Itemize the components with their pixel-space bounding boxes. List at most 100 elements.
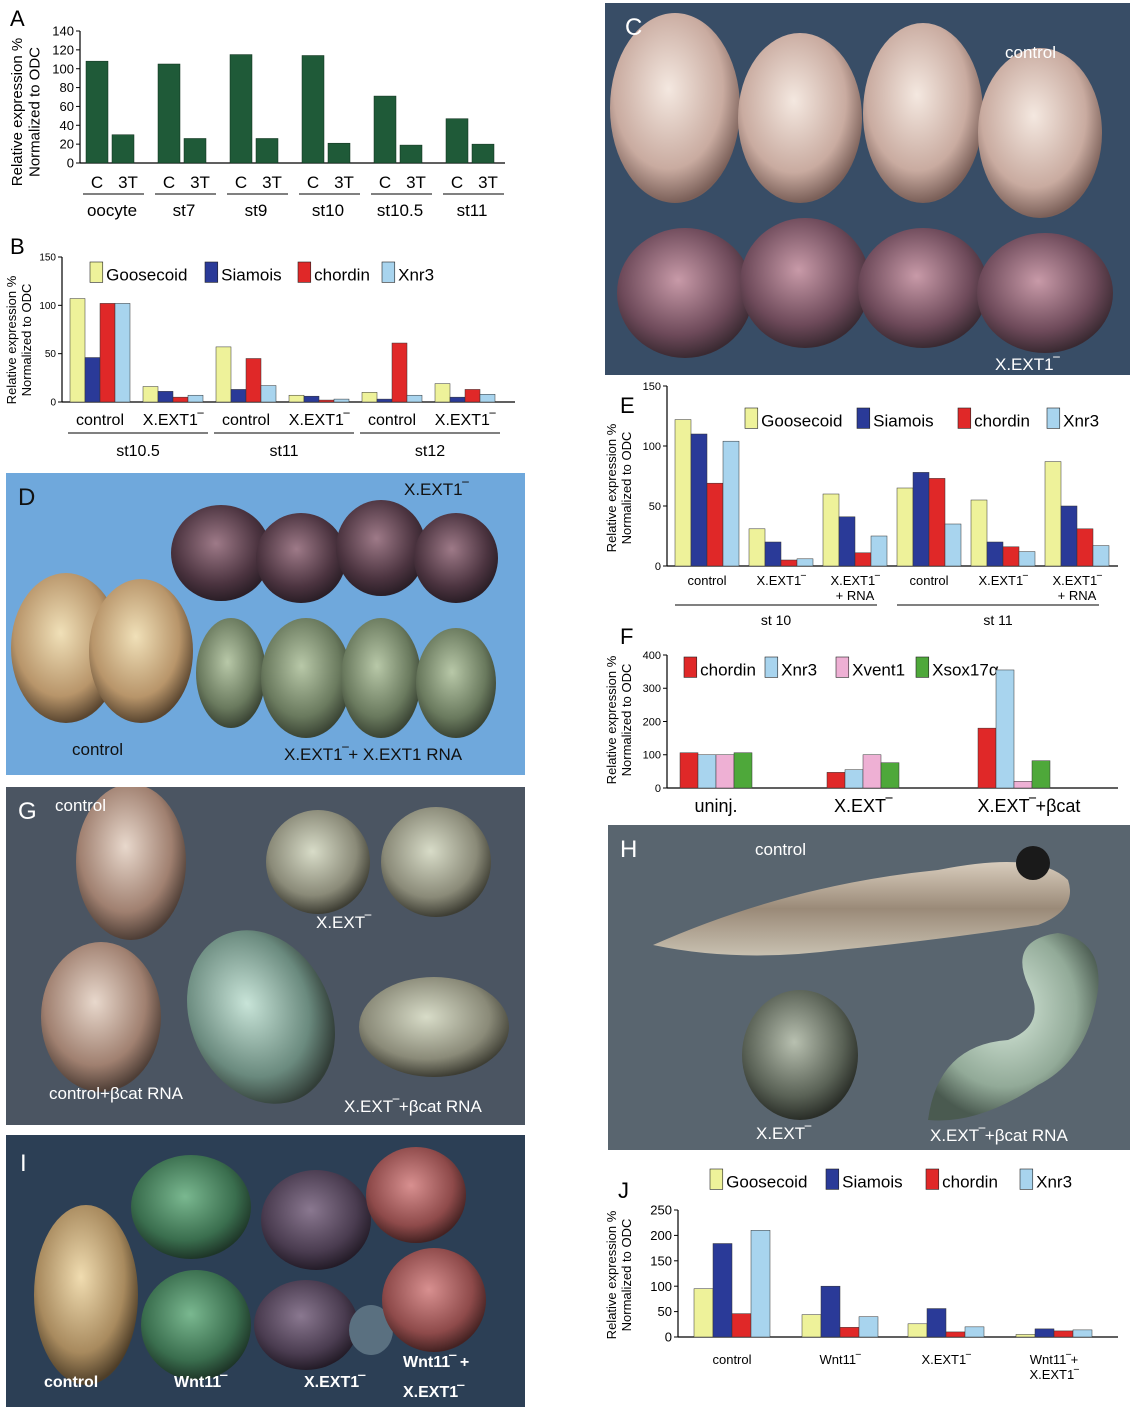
- photo-g: G control X.EXT‾ control+βcat RNA X.EXT‾…: [6, 787, 525, 1125]
- panel-letter: E: [620, 393, 635, 418]
- y-tick-label: 0: [655, 783, 661, 795]
- bar: [318, 399, 335, 403]
- y-tick-label: 100: [52, 61, 74, 76]
- photo-label: X.EXT1‾: [403, 1383, 465, 1401]
- panel-letter: A: [10, 6, 25, 31]
- bar-label: C: [235, 173, 247, 192]
- legend-label: Goosecoid: [106, 266, 187, 285]
- stage-label: st12: [415, 443, 445, 460]
- photo-label: control: [55, 796, 106, 815]
- bar: [464, 389, 481, 403]
- bar-label: 3T: [262, 173, 282, 192]
- y-tick-label: 0: [665, 1330, 672, 1345]
- photo-label: control: [44, 1374, 98, 1391]
- bar: [896, 487, 914, 567]
- legend-label: chordin: [942, 1173, 998, 1192]
- bar: [445, 118, 469, 164]
- bar: [399, 144, 423, 164]
- y-axis-label-line: Normalized to ODC: [619, 664, 634, 777]
- bar: [964, 1326, 985, 1338]
- y-tick-label: 200: [643, 716, 661, 728]
- photo-label: Wnt11‾ +: [403, 1353, 469, 1371]
- y-axis-label-line: Relative expression %: [604, 655, 619, 784]
- bar: [697, 754, 717, 789]
- bar: [715, 754, 735, 789]
- bar: [748, 528, 766, 567]
- category-label: X.EXT1‾: [830, 573, 880, 588]
- photo-label: control+βcat RNA: [49, 1084, 184, 1103]
- bar: [1053, 1330, 1074, 1338]
- bar: [114, 303, 131, 403]
- group-label: oocyte: [87, 201, 137, 220]
- category-label: Wnt11‾+: [1030, 1352, 1079, 1367]
- legend-swatch: [925, 1168, 940, 1190]
- y-axis-label: Relative expression %Normalized to ODC: [9, 38, 43, 186]
- bar: [690, 433, 708, 567]
- category-label: Wnt11‾: [820, 1352, 862, 1367]
- bar: [471, 143, 495, 164]
- bar: [303, 395, 320, 403]
- legend-label: Xnr3: [1063, 412, 1099, 431]
- y-tick-label: 100: [650, 1279, 672, 1294]
- bar: [912, 472, 930, 567]
- photo-label: X.EXT‾+βcat RNA: [344, 1097, 482, 1116]
- bar: [731, 1313, 752, 1338]
- category-label: X.EXT‾+βcat: [978, 796, 1081, 816]
- bar: [142, 386, 159, 403]
- bar: [85, 60, 109, 164]
- panel-letter: J: [618, 1178, 629, 1203]
- legend-swatch: [764, 656, 779, 678]
- panel-letter: F: [620, 624, 633, 649]
- group-label: st7: [173, 201, 196, 220]
- bar: [301, 55, 325, 164]
- legend-swatch: [297, 261, 312, 283]
- y-tick-label: 60: [60, 99, 74, 114]
- legend-swatch: [856, 407, 871, 429]
- bar: [854, 552, 872, 567]
- category-label: X.EXT1‾: [978, 573, 1028, 588]
- bar: [479, 394, 496, 403]
- photo-label: Wnt11‾: [174, 1373, 228, 1391]
- legend-swatch: [1019, 1168, 1034, 1190]
- bar: [970, 499, 988, 567]
- bar-label: 3T: [334, 173, 354, 192]
- photo-label: X.EXT1‾: [404, 480, 470, 499]
- bar: [1002, 546, 1020, 567]
- group-label: st10: [312, 201, 344, 220]
- legend-label: Goosecoid: [761, 412, 842, 431]
- y-axis-label-line: Normalized to ODC: [619, 432, 634, 545]
- chart-a: A Relative expression %Normalized to ODC 0…: [9, 6, 505, 220]
- legend-label: chordin: [974, 412, 1030, 431]
- bar-label: C: [451, 173, 463, 192]
- y-tick-label: 100: [39, 301, 56, 312]
- panel-letter: D: [18, 484, 35, 511]
- y-tick-label: 150: [39, 253, 56, 264]
- chart-j: J Goosecoid Siamois chordin Xnr3 Relative exp…: [604, 1168, 1118, 1382]
- category-label: control: [368, 412, 416, 429]
- y-axis-label-line: Normalized to ODC: [19, 284, 34, 397]
- group-label: st11: [457, 201, 488, 220]
- bar: [858, 1316, 879, 1338]
- photo-label: X.EXT1‾: [304, 1373, 366, 1391]
- bar: [99, 303, 116, 403]
- category-label: X.EXT1‾: [289, 412, 350, 429]
- y-tick-label: 50: [45, 349, 57, 360]
- bar: [1018, 551, 1036, 567]
- bar: [288, 394, 305, 403]
- stage-label: st 10: [761, 612, 792, 628]
- legend-swatch: [825, 1168, 840, 1190]
- bar: [712, 1243, 733, 1338]
- bar: [780, 559, 798, 567]
- legend-label: Siamois: [221, 266, 281, 285]
- bar: [820, 1285, 841, 1338]
- bar: [1013, 781, 1033, 789]
- chart-b: B Goosecoid Siamois chordin Xnr3 Relative exp…: [4, 234, 515, 460]
- bar: [764, 541, 782, 567]
- bar: [84, 357, 101, 403]
- bar: [1044, 461, 1062, 567]
- y-tick-label: 300: [643, 683, 661, 695]
- photo-d: D X.EXT1‾ control X.EXT1‾+ X.EXT1 RNA: [6, 473, 525, 775]
- y-tick-label: 50: [658, 1304, 672, 1319]
- panel-letter: I: [20, 1150, 27, 1177]
- photo-label: control: [72, 740, 123, 759]
